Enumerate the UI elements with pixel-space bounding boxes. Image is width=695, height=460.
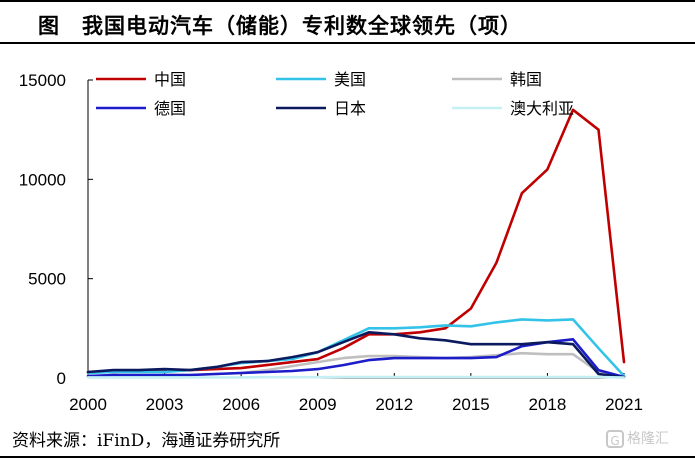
x-tick-label: 2012 <box>375 395 413 414</box>
x-tick-label: 2006 <box>222 395 260 414</box>
x-tick-label: 2009 <box>299 395 337 414</box>
title-bar: 图 我国电动汽车（储能）专利数全球领先（项） <box>0 0 695 44</box>
x-tick-label: 2003 <box>146 395 184 414</box>
series-line-澳大利亚 <box>86 375 626 379</box>
x-tick-label: 2018 <box>529 395 567 414</box>
y-tick-label: 15000 <box>19 71 66 90</box>
watermark-logo-icon: G <box>606 430 624 448</box>
bottom-rule <box>0 456 695 458</box>
source-note: 资料来源：iFinD，海通证券研究所 <box>12 431 281 451</box>
series-line-韩国 <box>86 351 626 379</box>
legend-label: 德国 <box>154 99 186 118</box>
y-tick-label: 10000 <box>19 170 66 189</box>
series-line-美国 <box>86 318 626 378</box>
legend-label: 中国 <box>154 70 186 89</box>
x-tick-label: 2000 <box>69 395 107 414</box>
series-line-日本 <box>86 330 626 379</box>
page-title: 图 我国电动汽车（储能）专利数全球领先（项） <box>38 13 522 38</box>
line-chart: 0 5000 10000 15000 2000 2003 2006 2009 2012 2015 2… <box>19 70 643 414</box>
legend-label: 澳大利亚 <box>510 99 574 118</box>
x-tick-label: 2015 <box>452 395 490 414</box>
legend-label: 美国 <box>334 70 366 89</box>
y-tick-label: 5000 <box>28 270 66 289</box>
y-tick-label: 0 <box>57 369 66 388</box>
legend-label: 韩国 <box>510 70 542 89</box>
series-line-中国 <box>86 108 626 374</box>
x-tick-label: 2021 <box>605 395 643 414</box>
watermark: G 格隆汇 <box>606 428 669 448</box>
legend-label: 日本 <box>334 99 366 118</box>
watermark-text: 格隆汇 <box>627 431 669 447</box>
